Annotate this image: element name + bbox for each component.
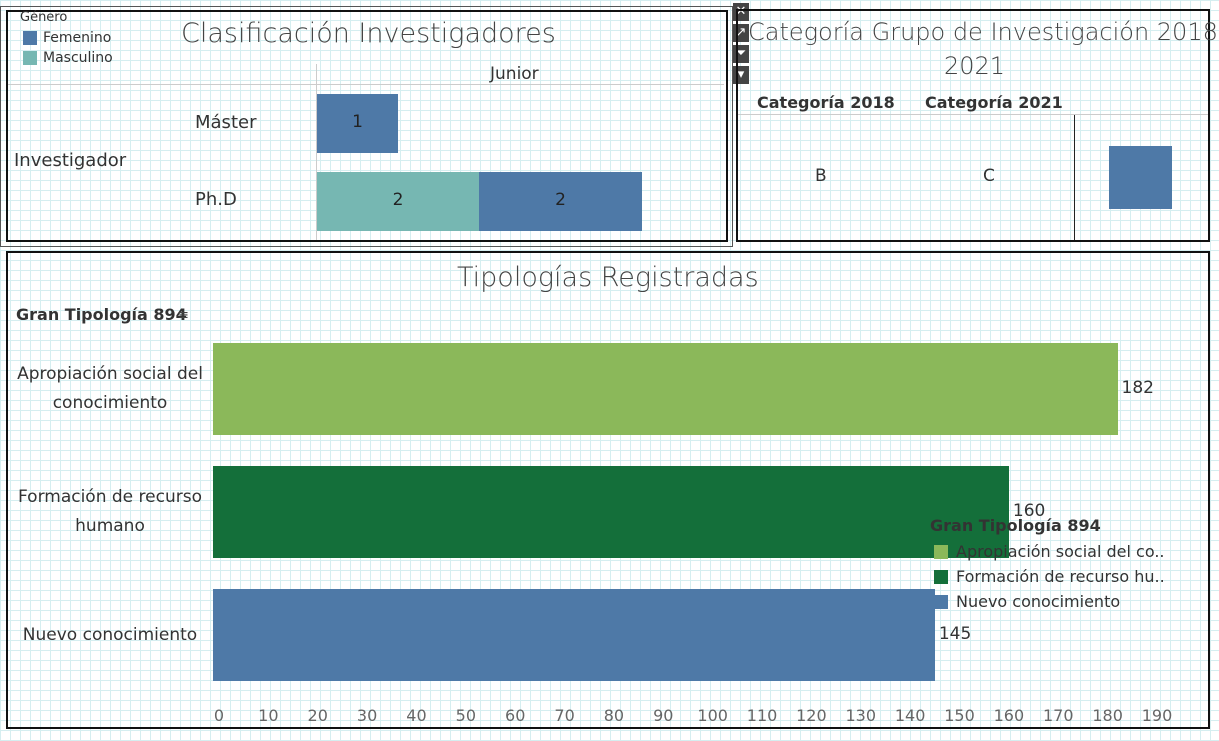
panel-clasificacion-inner: [6, 10, 728, 242]
x-tick-label: 100: [697, 706, 728, 725]
bar-phd-masculino[interactable]: [317, 172, 479, 231]
bar-apropiacion[interactable]: [213, 343, 1118, 435]
bar-value-apropiacion: 182: [1121, 378, 1154, 398]
value-categoria-2021: C: [983, 166, 995, 186]
header-categoria-2021: Categoría 2021: [925, 93, 1063, 112]
row-label-phd: Ph.D: [195, 189, 237, 210]
x-tick-label: 110: [746, 706, 778, 725]
legend-title-tipologia: Gran Tipología 894: [930, 516, 1101, 535]
legend-label-nuevo[interactable]: Nuevo conocimiento: [956, 592, 1121, 611]
legend-swatch-nuevo: [934, 595, 948, 609]
legend-swatch-apropiacion: [934, 545, 948, 559]
bar-nuevo[interactable]: [213, 589, 935, 681]
category-label-formacion: Formación de recurso humano: [10, 483, 210, 541]
x-tick-label: 20: [307, 706, 328, 725]
category-label-nuevo: Nuevo conocimiento: [10, 621, 210, 650]
chart-title-tipologias: Tipologías Registradas: [457, 262, 759, 293]
x-tick-label: 40: [406, 706, 427, 725]
categoria-column-divider: [1074, 115, 1075, 240]
panel-categoria: [736, 9, 1210, 242]
x-tick-label: 0: [213, 706, 225, 725]
panel-clasificacion: [0, 6, 733, 247]
legend-swatch-formacion: [934, 570, 948, 584]
bar-value-formacion: 160: [1012, 501, 1046, 521]
legend-label-formacion[interactable]: Formación de recurso hu..: [956, 567, 1165, 586]
x-tick-label: 190: [1141, 706, 1173, 725]
x-tick-label: 180: [1092, 706, 1123, 725]
row-label-master: Máster: [195, 112, 257, 133]
categoria-header-divider: [738, 114, 1208, 115]
category-label-line: Formación de recurso: [18, 487, 202, 507]
bar-formacion[interactable]: [213, 466, 1009, 558]
legend-label-masculino: Masculino: [43, 50, 113, 66]
x-tick-label: 150: [944, 706, 975, 725]
x-tick-label: 80: [603, 706, 625, 725]
x-tick-label: 120: [796, 706, 827, 725]
x-tick-label: 90: [653, 706, 674, 725]
category-label-line: Nuevo conocimiento: [22, 624, 198, 645]
x-tick-label: 10: [258, 706, 279, 725]
x-tick-label: 130: [845, 706, 877, 725]
chart-title-clasificacion: Clasificación Investigadores: [181, 18, 556, 49]
bar-master-femenino[interactable]: [317, 94, 398, 153]
bar-label-master-femenino: 1: [352, 112, 363, 132]
category-label-line: conocimiento: [52, 393, 168, 413]
chart-title-categoria-line1: Categoría Grupo de Investigación 2018 -: [748, 18, 1219, 46]
categoria-mark[interactable]: [1109, 146, 1172, 209]
legend-label-femenino: Femenino: [43, 30, 112, 46]
chart-title-categoria-line2: 2021: [944, 52, 1006, 80]
x-tick-label: 170: [1042, 706, 1074, 725]
legend-swatch-masculino: [23, 51, 37, 65]
axis-divider: [316, 64, 317, 240]
column-header-junior: Junior: [490, 64, 539, 84]
x-tick-label: 50: [455, 706, 476, 725]
bar-label-phd-femenino: 2: [555, 190, 566, 210]
panel-tipologias: [6, 251, 1210, 729]
legend-swatch-femenino: [23, 31, 37, 45]
axis-header-gran-tipologia: Gran Tipología 894: [16, 305, 187, 324]
x-tick-label: 140: [894, 706, 926, 725]
legend-label-apropiacion[interactable]: Apropiación social del co..: [956, 542, 1165, 561]
value-categoria-2018: B: [815, 166, 827, 186]
legend-title: Género: [20, 10, 68, 25]
category-label-line: Apropiación social del: [17, 364, 203, 384]
category-label-line: humano: [75, 516, 145, 536]
x-tick-label: 160: [993, 706, 1025, 725]
sort-icon[interactable]: ≡: [178, 308, 189, 323]
bar-label-phd-masculino: 2: [392, 190, 404, 210]
x-tick-label: 30: [356, 706, 378, 725]
row-group-investigador: Investigador: [14, 150, 127, 171]
x-tick-label: 70: [554, 706, 575, 725]
header-divider: [8, 84, 724, 85]
bar-phd-femenino[interactable]: [479, 172, 642, 231]
category-label-apropiacion: Apropiación social del conocimiento: [10, 360, 210, 418]
header-categoria-2018: Categoría 2018: [757, 93, 895, 112]
bar-value-nuevo: 145: [938, 624, 972, 644]
x-tick-label: 60: [505, 706, 526, 725]
